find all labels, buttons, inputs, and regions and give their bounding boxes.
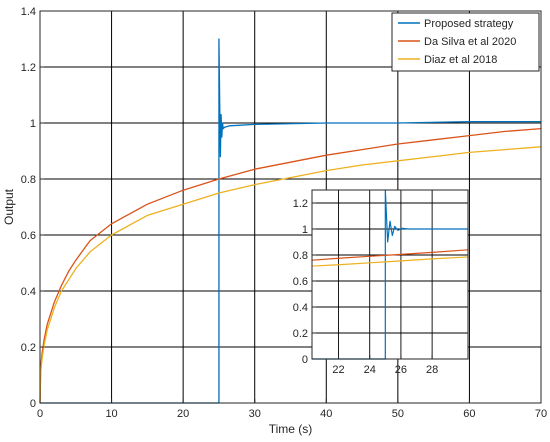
x-tick-label: 70: [535, 408, 547, 420]
y-tick-label: 0.8: [21, 174, 36, 186]
y-tick-label: 1.4: [21, 6, 36, 18]
y-tick-label: 1.2: [21, 62, 36, 74]
y-tick-label: 1: [30, 118, 36, 130]
x-tick-label: 0: [37, 408, 43, 420]
x-tick-label: 26: [395, 364, 407, 376]
x-tick-label: 30: [249, 408, 261, 420]
y-tick-label: 0.8: [293, 250, 308, 262]
x-tick-label: 20: [177, 408, 189, 420]
x-tick-label: 22: [332, 364, 344, 376]
x-axis-label: Time (s): [269, 422, 313, 436]
y-tick-label: 0.6: [21, 230, 36, 242]
series-line-0: [312, 189, 468, 360]
x-tick-label: 10: [105, 408, 117, 420]
y-tick-label: 0.2: [21, 342, 36, 354]
y-tick-label: 0: [30, 398, 36, 410]
inset-plot: 22 24 26 28 0 0.2 0.4 0.6 0.8 1 1.2: [293, 189, 469, 376]
plot-area: [312, 190, 468, 359]
y-tick-label: 1: [302, 224, 308, 236]
y-tick-label: 1.2: [293, 198, 308, 210]
series-line-2: [39, 146, 542, 404]
axes-box: [39, 10, 542, 404]
x-tick-label: 28: [426, 364, 438, 376]
x-tick-label: 60: [463, 408, 475, 420]
y-axis-label: Output: [2, 188, 16, 225]
y-tick-label: 0.2: [293, 328, 308, 340]
series-line-2: [311, 256, 469, 267]
series-line-1: [311, 249, 469, 261]
y-tick-label: 0.6: [293, 276, 308, 288]
series-line-1: [39, 127, 542, 404]
x-tick-label: 50: [392, 408, 404, 420]
legend-entry: Proposed strategy: [424, 18, 514, 30]
legend-entry: Da Silva et al 2020: [424, 36, 516, 48]
y-tick-label: 0: [302, 354, 308, 366]
series-line-0: [40, 38, 541, 404]
y-tick-label: 0.4: [293, 302, 308, 314]
y-tick-label: 0.4: [21, 286, 36, 298]
x-tick-label: 24: [364, 364, 376, 376]
legend: Proposed strategy Da Silva et al 2020 Diaz…: [391, 12, 540, 72]
x-tick-label: 40: [320, 408, 332, 420]
axes-box: [311, 189, 469, 360]
legend-entry: Diaz et al 2018: [424, 54, 497, 66]
